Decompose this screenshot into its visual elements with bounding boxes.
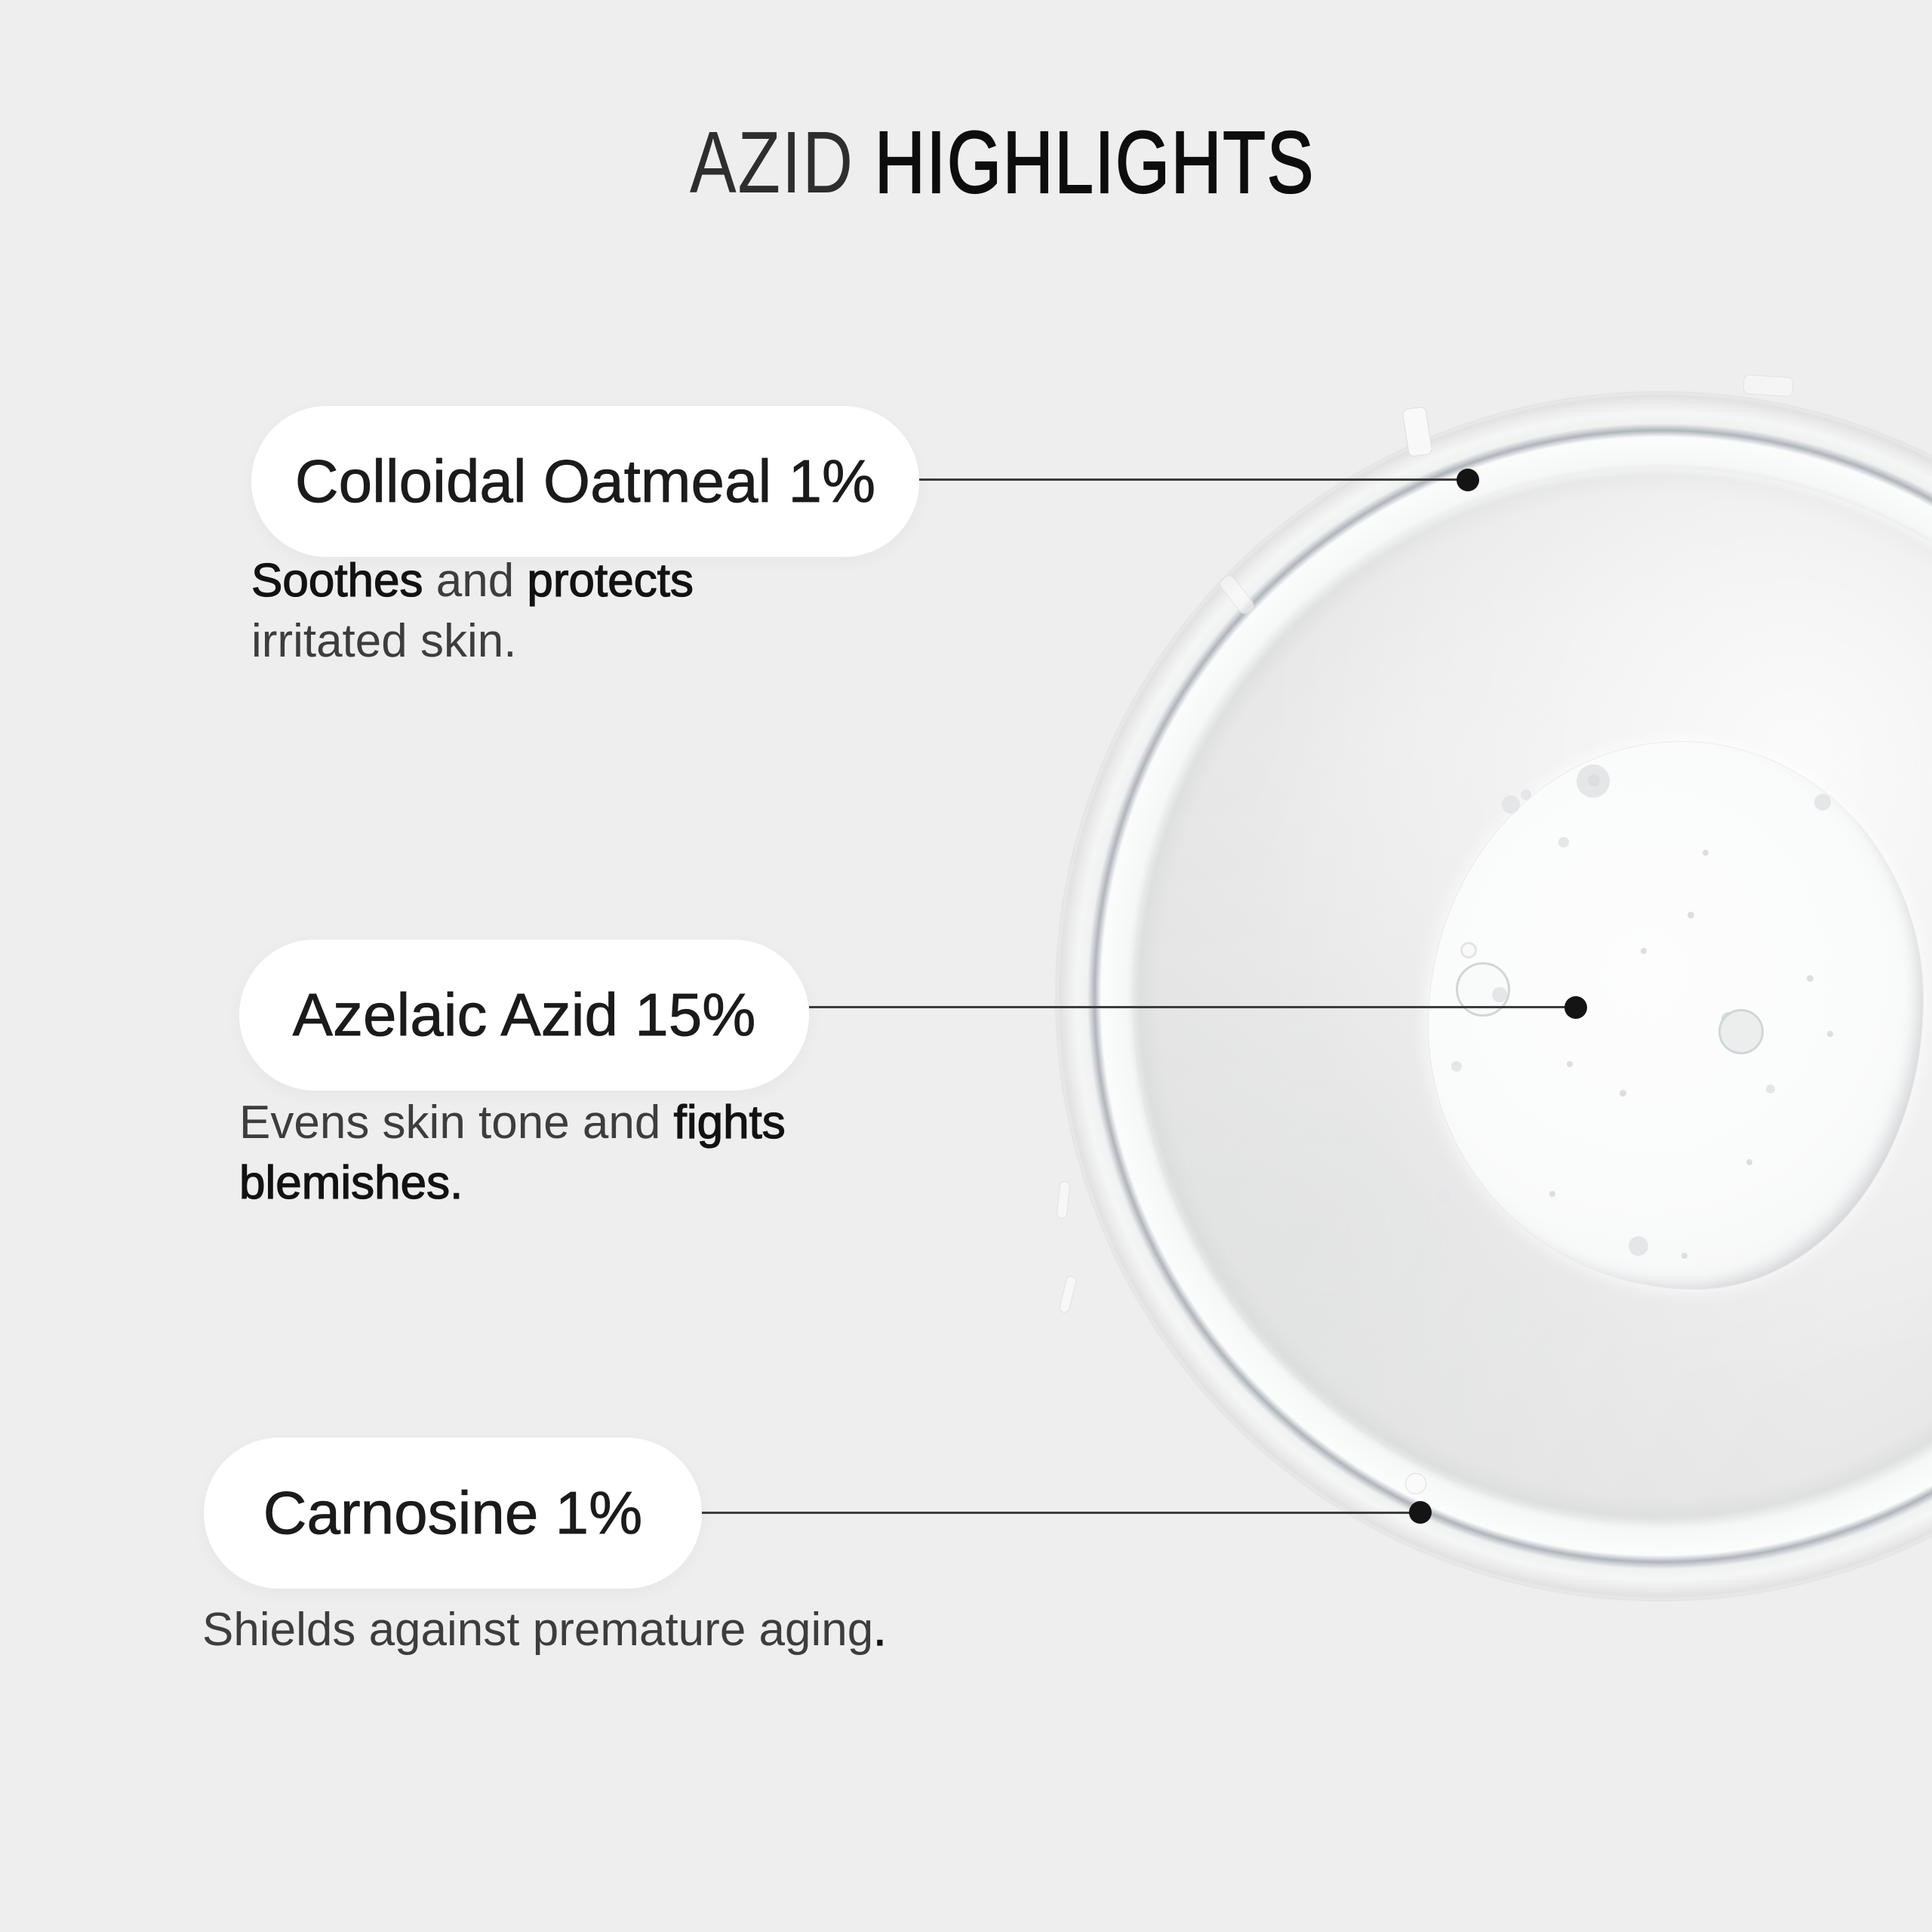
connector-line — [702, 1512, 1420, 1514]
callout-pill-azelaic-azid: Azelaic Azid 15% — [239, 940, 809, 1091]
callout-pill-carnosine: Carnosine 1% — [204, 1438, 702, 1589]
air-bubble — [1502, 795, 1520, 814]
air-bubble — [1549, 1191, 1555, 1197]
air-bubble — [1451, 1061, 1462, 1072]
air-bubble — [1807, 975, 1814, 982]
description-text: Soothes — [251, 554, 423, 607]
description-text: fights — [673, 1096, 786, 1149]
air-bubble — [1703, 850, 1709, 856]
description-line: Shields against premature aging. — [202, 1600, 888, 1660]
callout-pill-label: Carnosine 1% — [263, 1479, 643, 1547]
connector-dot — [1457, 469, 1479, 491]
callout-pill-label: Colloidal Oatmeal 1% — [294, 448, 876, 515]
description-text: protects — [527, 554, 694, 607]
air-bubble — [1629, 1236, 1648, 1256]
description-text: and — [423, 555, 528, 607]
connector-dot — [1564, 996, 1587, 1019]
air-bubble — [1492, 987, 1507, 1002]
callout-pill-label: Azelaic Azid 15% — [292, 981, 756, 1049]
callout-description: Evens skin tone and fights blemishes. — [238, 1093, 786, 1214]
air-bubble — [1588, 774, 1600, 786]
air-bubble — [1746, 1159, 1752, 1165]
air-bubble — [1827, 1031, 1833, 1037]
callout-description: Soothes and protects irritated skin. — [251, 551, 694, 672]
callout-pill-colloidal-oatmeal: Colloidal Oatmeal 1% — [251, 406, 919, 557]
description-text: irritated skin. — [251, 615, 517, 667]
description-line: Soothes and protects — [251, 551, 694, 611]
callout-description: Shields against premature aging. — [202, 1600, 888, 1660]
air-bubble — [1641, 948, 1647, 954]
air-bubble — [1521, 789, 1531, 800]
air-bubble — [1687, 912, 1694, 918]
connector-line — [919, 478, 1468, 481]
air-bubble — [1437, 1189, 1451, 1203]
description-text: Evens skin tone and — [239, 1097, 674, 1149]
description-text: blemishes. — [238, 1156, 463, 1209]
title-thin-text: AZID — [689, 113, 854, 211]
description-line: blemishes. — [238, 1153, 786, 1214]
description-line: Evens skin tone and fights — [239, 1093, 786, 1153]
title-strong-text: HIGHLIGHTS — [874, 112, 1315, 212]
air-bubble — [1558, 837, 1569, 848]
cream-swatch — [1429, 742, 1923, 1289]
air-bubble — [1766, 1084, 1775, 1094]
description-text: Shields against premature aging — [202, 1604, 874, 1656]
dish-rim-notch — [1058, 1275, 1078, 1314]
dish-rim-notch — [1405, 1473, 1426, 1494]
page-title: AZID HIGHLIGHTS — [229, 112, 1775, 212]
connector-line — [809, 1006, 1576, 1008]
dish-rim-notch — [1743, 374, 1794, 398]
air-bubble — [1681, 1253, 1687, 1259]
dish-rim-notch — [1056, 1180, 1071, 1220]
air-bubble — [1460, 942, 1477, 958]
air-bubble — [1718, 1009, 1764, 1054]
description-line: irritated skin. — [251, 611, 694, 672]
connector-dot — [1409, 1501, 1432, 1524]
air-bubble — [1567, 1061, 1573, 1067]
air-bubble — [1620, 1090, 1626, 1097]
description-text: . — [873, 1603, 888, 1656]
air-bubble — [1814, 794, 1831, 811]
